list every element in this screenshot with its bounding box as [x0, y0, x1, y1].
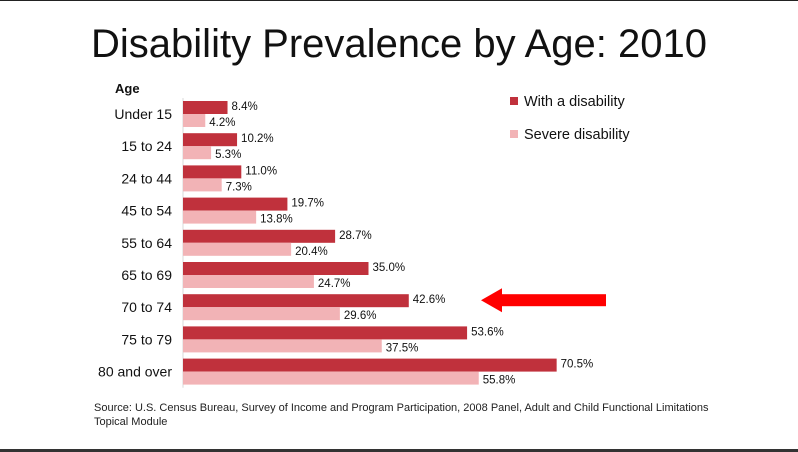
data-label-severe-disability: 24.7%: [318, 278, 351, 290]
bar-severe-disability: [183, 146, 212, 160]
legend-swatch: [510, 97, 518, 105]
data-label-severe-disability: 20.4%: [295, 246, 328, 258]
tick-label: 55 to 64: [121, 235, 172, 251]
data-label-severe-disability: 37.5%: [386, 342, 419, 354]
bar-with-disability: [183, 197, 288, 211]
chart-title: Disability Prevalence by Age: 2010: [91, 22, 707, 66]
source-note: Source: U.S. Census Bureau, Survey of In…: [94, 402, 709, 428]
arrow-head: [481, 288, 502, 313]
bar-with-disability: [183, 262, 369, 275]
y-axis-label: Age: [115, 81, 140, 96]
data-label-severe-disability: 4.2%: [209, 117, 235, 129]
tick-label: 24 to 44: [121, 170, 172, 186]
top-border: [0, 0, 798, 1]
bar-with-disability: [183, 133, 238, 147]
data-label-severe-disability: 55.8%: [483, 375, 516, 387]
tick-label: 45 to 54: [121, 203, 172, 219]
data-label-with-disability: 19.7%: [291, 198, 324, 210]
data-label-with-disability: 28.7%: [339, 230, 372, 242]
tick-label: 75 to 79: [121, 331, 172, 347]
data-label-with-disability: 35.0%: [373, 262, 406, 274]
bar-severe-disability: [183, 371, 479, 385]
tick-label: 70 to 74: [121, 299, 172, 315]
data-label-with-disability: 70.5%: [561, 359, 594, 371]
tick-label: 15 to 24: [121, 138, 172, 154]
legend-swatch: [510, 130, 518, 138]
bar-severe-disability: [183, 242, 292, 256]
tick-label: Under 15: [114, 106, 172, 122]
bar-severe-disability: [183, 178, 222, 192]
data-label-severe-disability: 13.8%: [260, 214, 293, 226]
bar-with-disability: [183, 358, 557, 372]
bar-severe-disability: [183, 114, 206, 127]
legend-label: Severe disability: [524, 127, 630, 143]
bar-chart: Age Under 15 8.4% 4.2% 15 to 24 10.2%5.3% 24 t…: [98, 81, 630, 388]
legend-label: With a disability: [524, 94, 625, 110]
data-label-with-disability: 8.4%: [232, 101, 258, 113]
bar-severe-disability: [183, 339, 382, 353]
bar-with-disability: [183, 165, 242, 179]
bar-with-disability: [183, 294, 409, 308]
data-label-severe-disability: 29.6%: [344, 310, 377, 322]
tick-label: 80 and over: [98, 364, 172, 380]
data-label-with-disability: 11.0%: [245, 165, 277, 177]
arrow-shaft: [500, 294, 606, 307]
data-label-with-disability: 42.6%: [413, 294, 446, 306]
bar-severe-disability: [183, 275, 314, 288]
tick-label: 65 to 69: [121, 267, 172, 283]
data-label-severe-disability: 7.3%: [226, 181, 252, 193]
data-label-severe-disability: 5.3%: [215, 149, 241, 161]
data-label-with-disability: 53.6%: [471, 326, 504, 338]
bar-severe-disability: [183, 307, 340, 321]
data-label-with-disability: 10.2%: [241, 133, 274, 145]
bar-with-disability: [183, 326, 468, 340]
bar-with-disability: [183, 101, 228, 114]
bottom-border: [0, 449, 798, 452]
bar-with-disability: [183, 229, 336, 243]
bar-severe-disability: [183, 210, 257, 224]
